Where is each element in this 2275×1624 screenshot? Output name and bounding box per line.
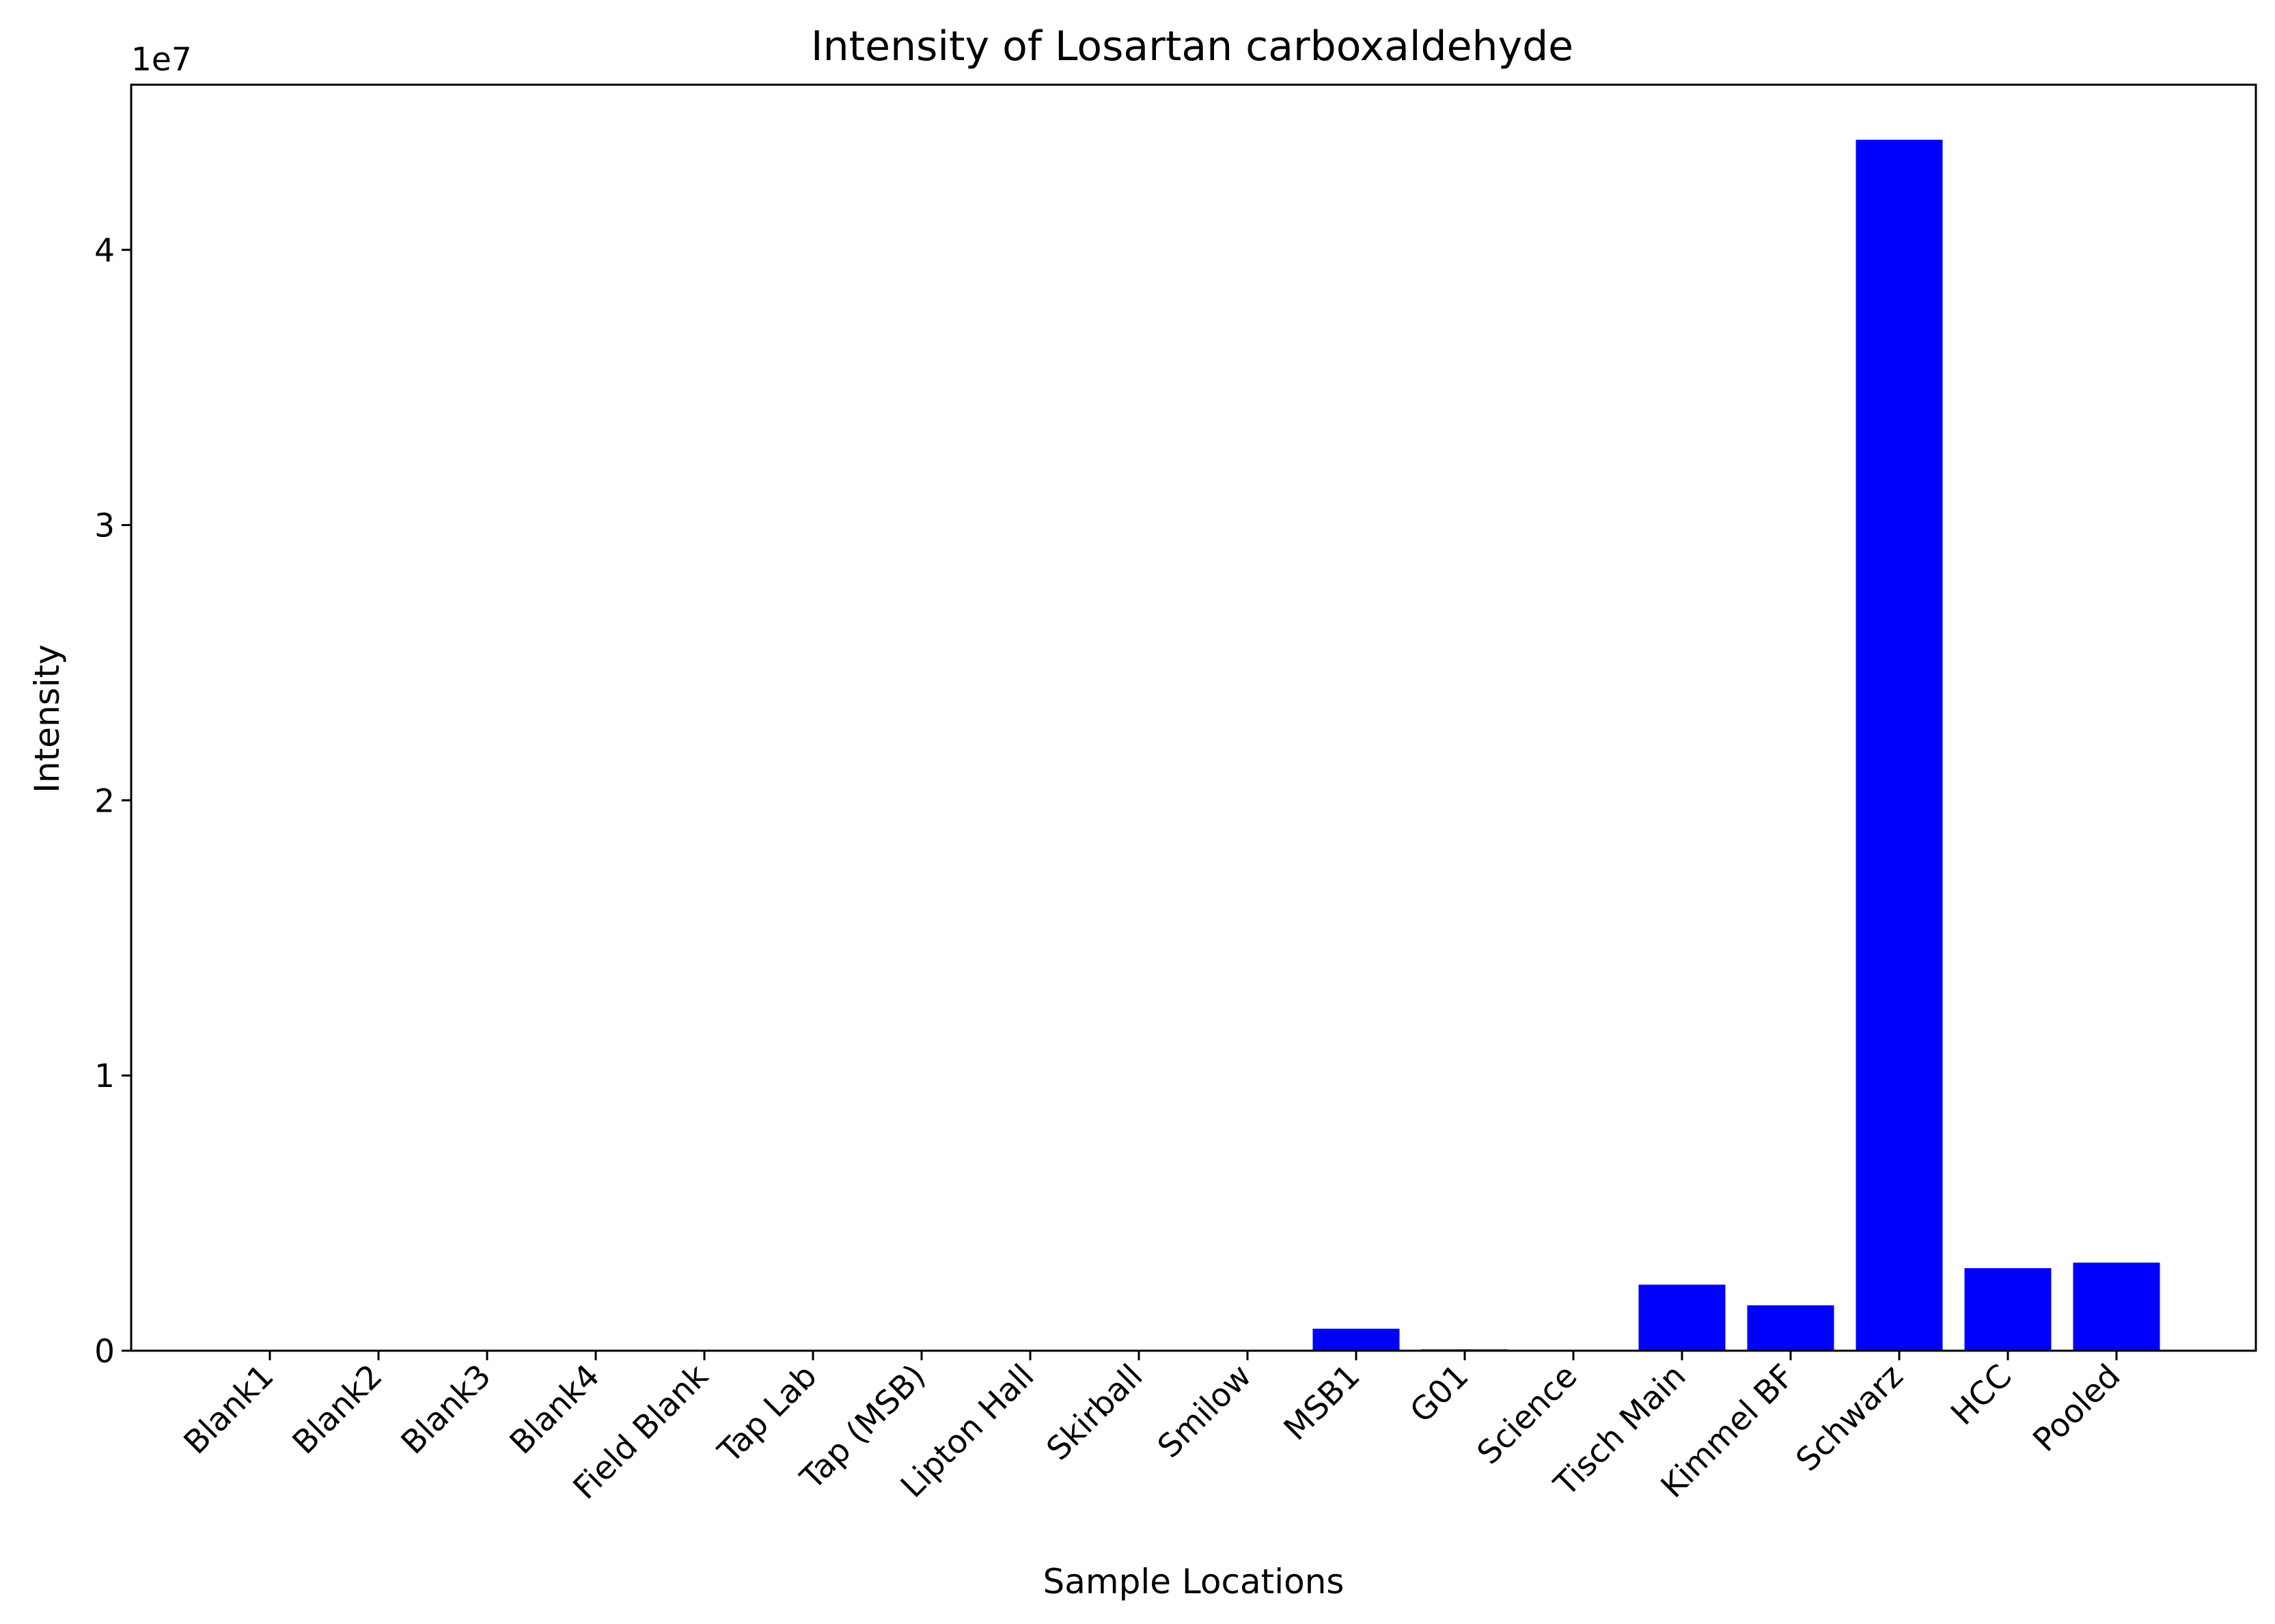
y-tick-label-0: 0 bbox=[94, 1333, 115, 1371]
y-axis-label: Intensity bbox=[27, 644, 67, 793]
bar-17 bbox=[2073, 1263, 2160, 1351]
bar-13 bbox=[1638, 1284, 1726, 1351]
x-tick-label-10: MSB1 bbox=[1277, 1358, 1368, 1448]
x-tick-label-2: Blank3 bbox=[394, 1358, 499, 1462]
y-tick-label-2: 2 bbox=[94, 782, 115, 820]
x-tick-label-0: Blank1 bbox=[177, 1358, 281, 1462]
plot-frame bbox=[130, 83, 2257, 1352]
x-axis-label: Sample Locations bbox=[1043, 1562, 1345, 1601]
x-tick-label-3: Blank4 bbox=[503, 1358, 607, 1462]
y-tick-label-3: 3 bbox=[94, 508, 115, 545]
x-tick-label-5: Tap Lab bbox=[711, 1358, 824, 1471]
bar-16 bbox=[1964, 1268, 2052, 1351]
bars-group bbox=[1312, 139, 2160, 1351]
x-tick-label-17: Pooled bbox=[2026, 1358, 2127, 1459]
y-tick-label-4: 4 bbox=[94, 232, 115, 270]
bar-15 bbox=[1856, 139, 1943, 1351]
chart-title: Intensity of Losartan carboxaldehyde bbox=[811, 23, 1573, 70]
x-tick-label-8: Skirball bbox=[1039, 1358, 1150, 1468]
x-tick-label-1: Blank2 bbox=[286, 1358, 390, 1462]
y-offset-label: 1e7 bbox=[131, 41, 192, 79]
x-tick-label-16: HCC bbox=[1944, 1358, 2019, 1433]
y-tick-label-1: 1 bbox=[94, 1058, 115, 1095]
y-axis: 0 1 2 3 4 bbox=[94, 232, 131, 1371]
x-tick-label-15: Schwarz bbox=[1789, 1358, 1911, 1479]
x-tick-label-12: Science bbox=[1470, 1358, 1585, 1472]
x-tick-label-9: Smilow bbox=[1150, 1358, 1258, 1465]
bar-10 bbox=[1312, 1328, 1400, 1351]
bar-14 bbox=[1747, 1305, 1834, 1351]
x-tick-label-11: G01 bbox=[1403, 1358, 1476, 1431]
